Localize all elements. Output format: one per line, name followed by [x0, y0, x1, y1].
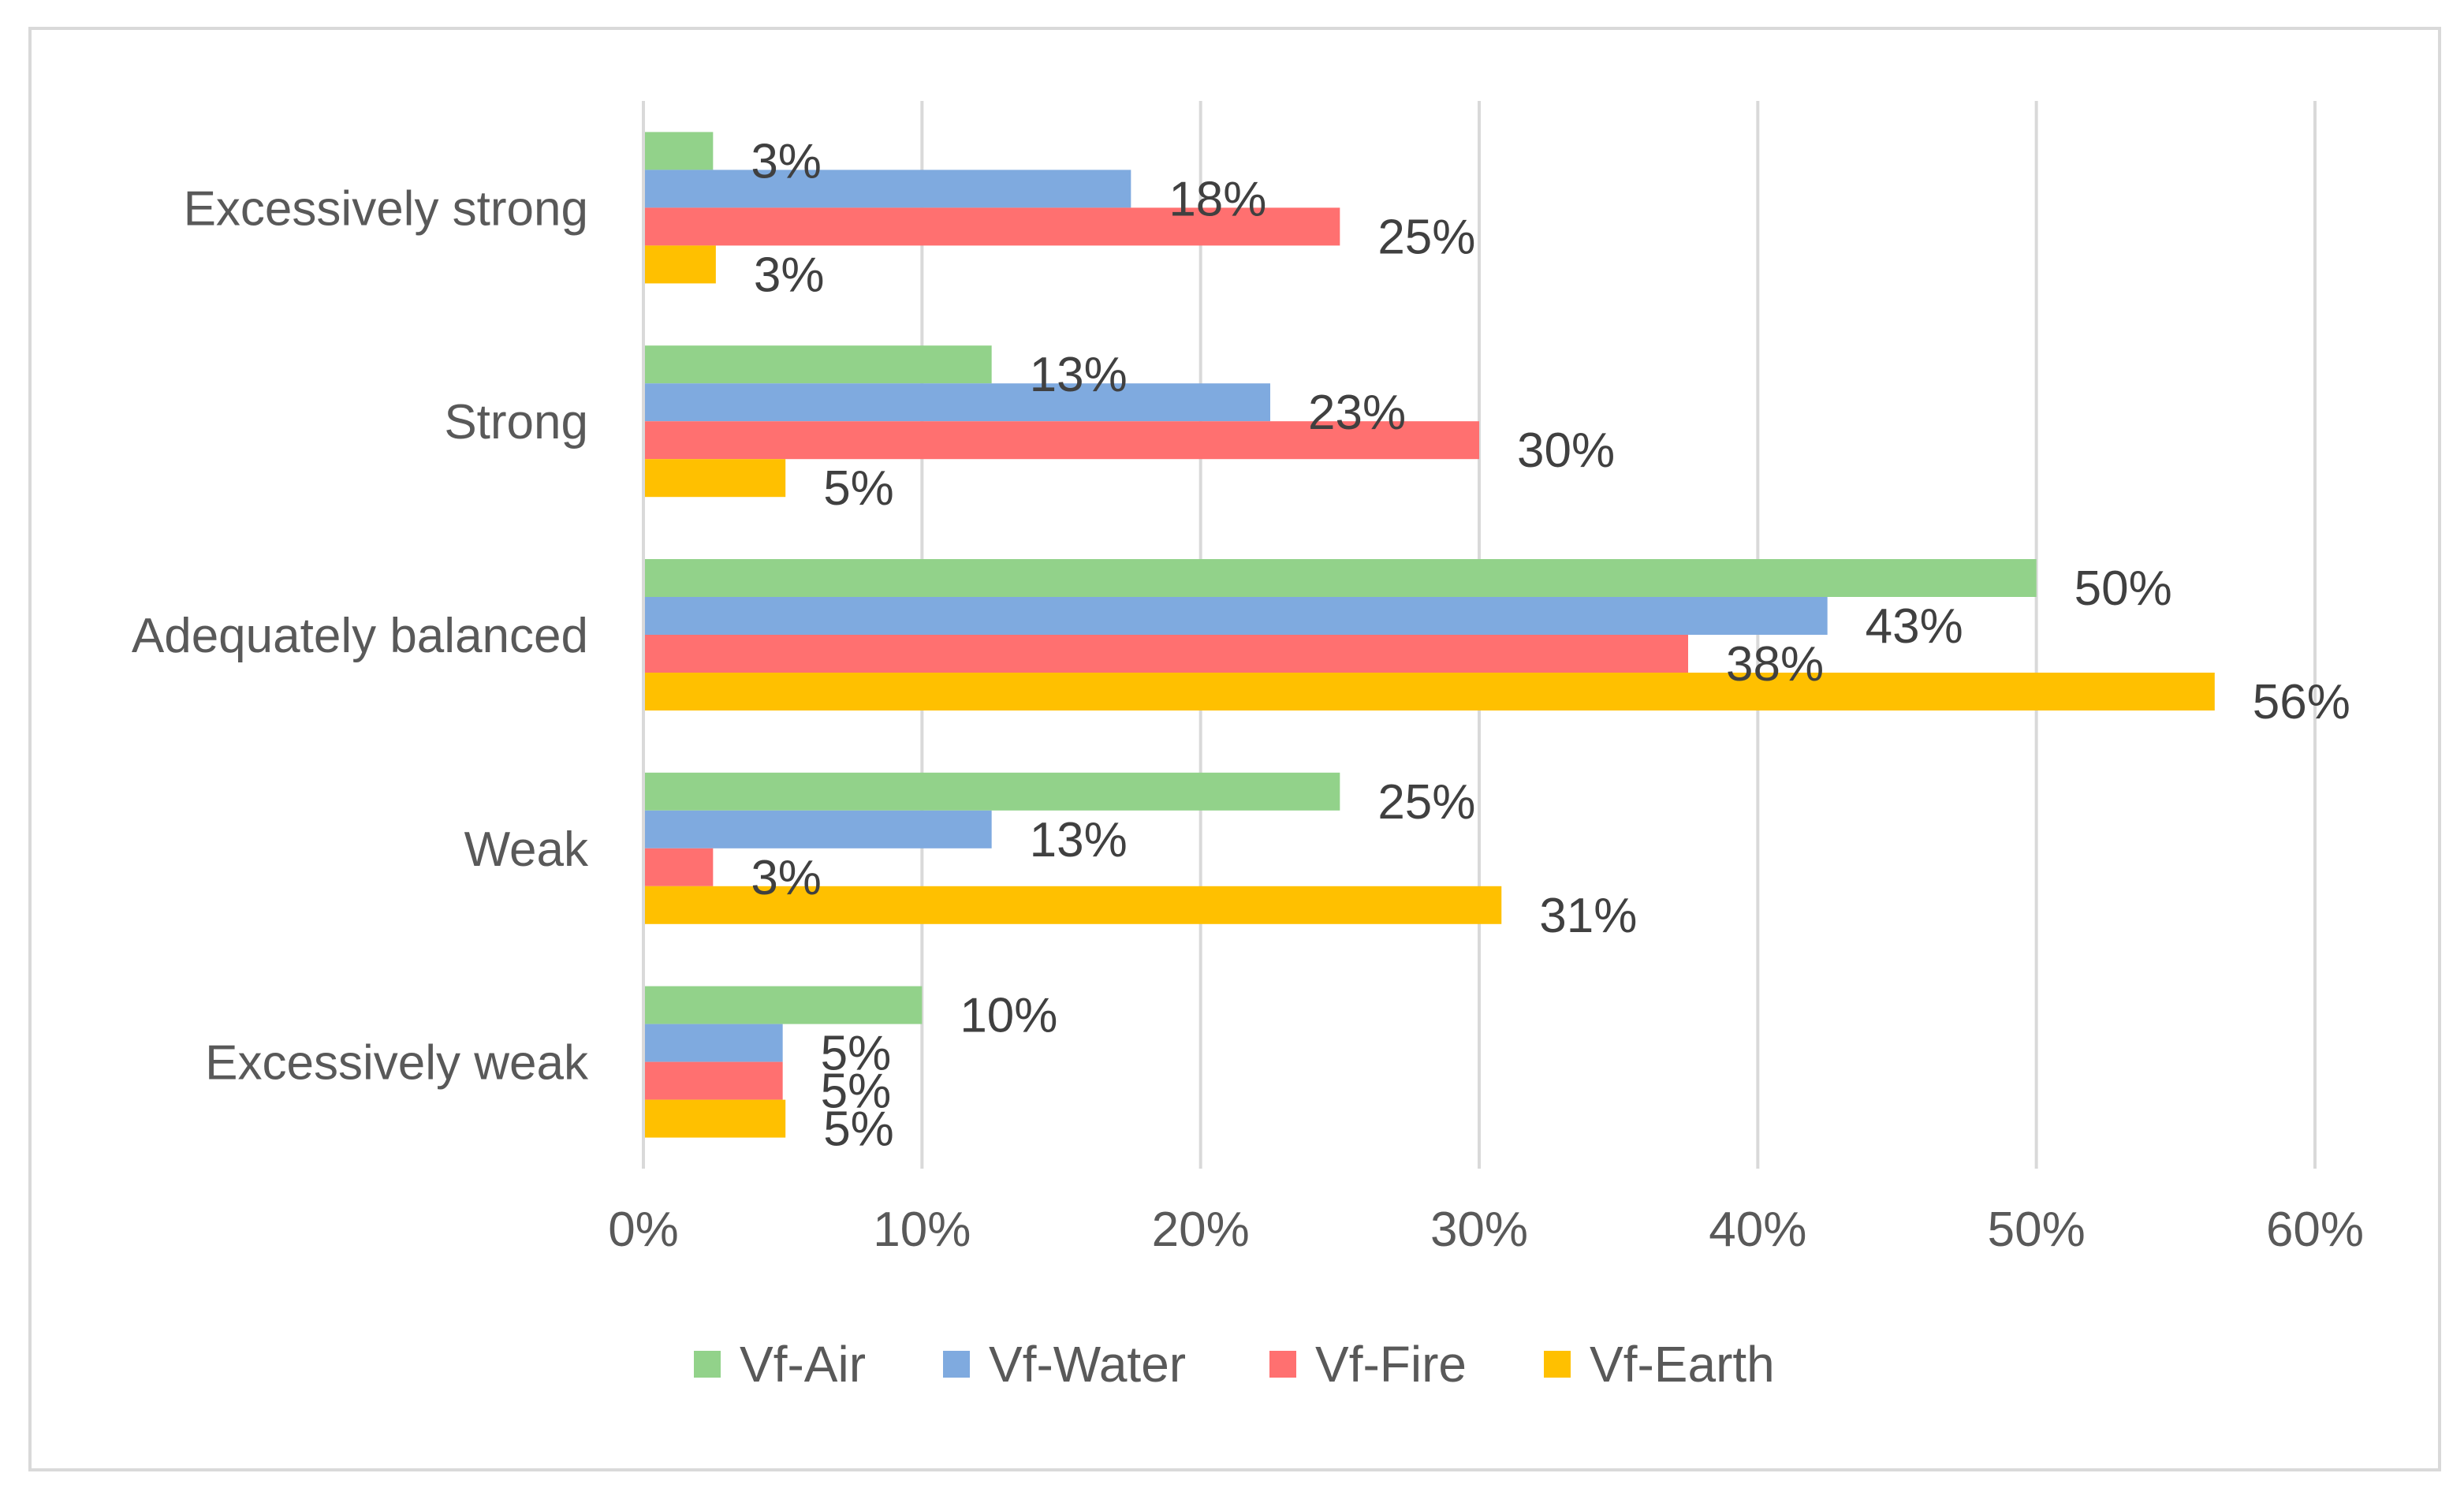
bar-vf-earth-adequately-balanced [643, 673, 2215, 710]
bar-vf-water-strong [643, 383, 1270, 422]
bar-vf-air-excessively-strong [643, 132, 714, 170]
bar-vf-fire-excessively-strong [643, 207, 1340, 246]
data-label: 56% [2253, 675, 2350, 729]
data-label: 18% [1169, 172, 1266, 226]
x-tick-label: 10% [873, 1203, 971, 1257]
data-label: 23% [1308, 386, 1406, 440]
bar-vf-fire-adequately-balanced [643, 635, 1688, 673]
data-label: 13% [1030, 813, 1128, 867]
bar-vf-earth-strong [643, 459, 786, 498]
data-label: 25% [1377, 775, 1475, 830]
data-label: 5% [821, 1027, 892, 1081]
data-label: 13% [1030, 348, 1128, 402]
bar-vf-earth-excessively-weak [643, 1099, 786, 1138]
bar-vf-earth-weak [643, 886, 1502, 924]
bar-vf-water-weak [643, 810, 992, 848]
bar-vf-air-weak [643, 772, 1340, 811]
category-label: Adequately balanced [132, 609, 588, 663]
data-label: 3% [751, 851, 822, 905]
x-tick-label: 0% [608, 1203, 679, 1257]
legend-swatch-vf-air [694, 1351, 721, 1378]
x-tick-label: 40% [1709, 1203, 1806, 1257]
category-label: Excessively weak [205, 1036, 589, 1091]
x-tick-label: 60% [2266, 1203, 2364, 1257]
bar-vf-fire-weak [643, 848, 714, 886]
bar-vf-air-strong [643, 345, 992, 384]
x-tick-label: 30% [1430, 1203, 1528, 1257]
data-label: 30% [1517, 423, 1615, 478]
x-tick-label: 50% [1988, 1203, 2086, 1257]
data-label: 38% [1726, 637, 1824, 692]
data-label: 5% [823, 1102, 894, 1157]
bar-vf-air-excessively-weak [643, 986, 923, 1024]
legend-label-vf-water: Vf-Water [989, 1336, 1186, 1393]
legend-swatch-vf-water [943, 1351, 970, 1378]
bar-vf-water-excessively-weak [643, 1024, 783, 1062]
category-label: Strong [444, 395, 588, 449]
legend-swatch-vf-earth [1544, 1351, 1571, 1378]
category-label: Excessively strong [184, 181, 588, 236]
legend-label-vf-fire: Vf-Fire [1315, 1336, 1467, 1393]
bar-vf-water-excessively-strong [643, 170, 1131, 208]
bar-vf-earth-excessively-strong [643, 245, 716, 284]
data-label: 50% [2074, 561, 2172, 616]
legend: Vf-Air Vf-Water Vf-Fire Vf-Earth [694, 1336, 1775, 1393]
bar-vf-water-adequately-balanced [643, 597, 1828, 635]
data-label: 25% [1377, 210, 1475, 264]
bar-vf-air-adequately-balanced [643, 559, 2037, 597]
bar-vf-fire-excessively-weak [643, 1061, 783, 1100]
data-label: 5% [823, 461, 894, 516]
data-label: 3% [751, 134, 822, 188]
legend-label-vf-air: Vf-Air [740, 1336, 866, 1393]
legend-label-vf-earth: Vf-Earth [1590, 1336, 1775, 1393]
data-labels: 3% 18% 25% 3% 13% 23% 30% 5% 50% 43% 38% 56% 25% 13% 3… [751, 134, 2350, 1156]
data-label: 43% [1866, 599, 1963, 654]
legend-swatch-vf-fire [1269, 1351, 1296, 1378]
bar-vf-fire-strong [643, 421, 1479, 460]
data-label: 31% [1539, 889, 1637, 943]
data-label: 10% [960, 989, 1057, 1043]
category-label: Weak [464, 822, 589, 877]
data-label: 5% [821, 1065, 892, 1119]
bars [643, 132, 2215, 1138]
chart-frame [28, 27, 2441, 1471]
axes: 0% 10% 20% 30% 40% 50% 60% Excessively strong St… [132, 101, 2364, 1257]
data-label: 3% [754, 248, 825, 302]
x-tick-label: 20% [1152, 1203, 1250, 1257]
